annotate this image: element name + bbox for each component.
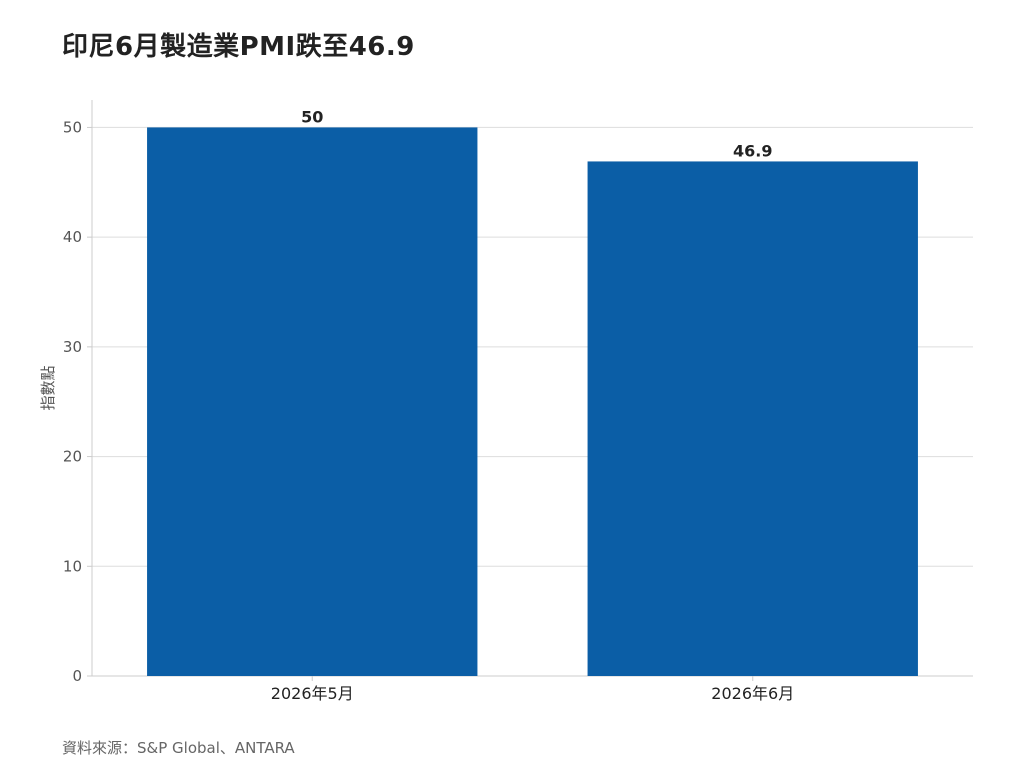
x-tick-label: 2026年6月 (711, 684, 794, 703)
bar (587, 161, 918, 676)
x-tick-label: 2026年5月 (271, 684, 354, 703)
data-label: 50 (301, 107, 323, 126)
y-axis-title: 指數點 (39, 365, 57, 410)
y-tick-label: 30 (63, 338, 82, 356)
y-tick-label: 0 (72, 667, 82, 685)
y-tick-label: 20 (63, 448, 82, 466)
y-tick-label: 40 (63, 228, 82, 246)
labels: 0 10 20 30 40 50 2026年5月 50 2026年6月 46.9 (63, 107, 794, 703)
chart-title: 印尼6月製造業PMI跌至46.9 (62, 32, 415, 62)
y-tick-label: 10 (63, 557, 82, 575)
y-tick-label: 50 (63, 118, 82, 136)
bars (147, 127, 918, 676)
data-label: 46.9 (733, 141, 772, 160)
source-note: 資料來源：S&P Global、ANTARA (62, 739, 295, 757)
bar (147, 127, 478, 676)
